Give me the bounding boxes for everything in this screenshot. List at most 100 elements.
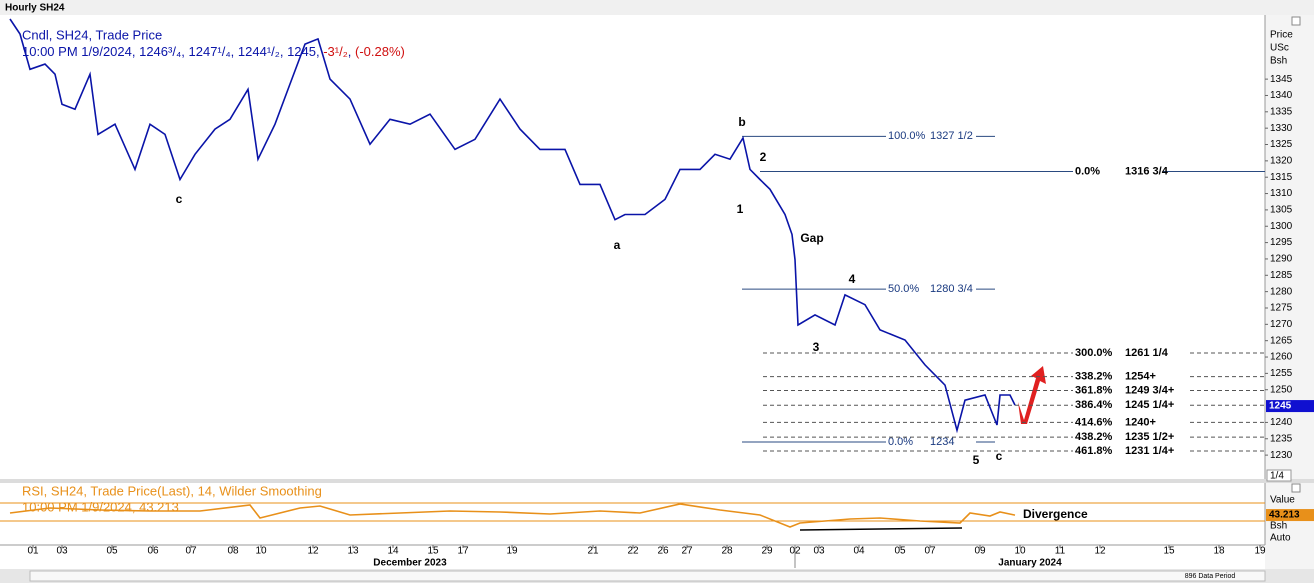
label-bg bbox=[886, 283, 976, 296]
y-tick-label: 1280 bbox=[1270, 286, 1293, 297]
forecast-arrow bbox=[1018, 366, 1046, 424]
wave-label: b bbox=[738, 115, 745, 129]
fib-label: 1234 bbox=[930, 436, 954, 448]
rsi-subtitle: 10:00 PM 1/9/2024, 43.213 bbox=[22, 499, 179, 514]
x-tick-label: 14 bbox=[387, 546, 399, 557]
label-bg bbox=[1073, 445, 1188, 458]
annotation: Divergence bbox=[1023, 507, 1088, 521]
y-tick-label: 1250 bbox=[1270, 384, 1293, 395]
fib-label: 1261 1/4 bbox=[1125, 347, 1169, 359]
wave-label: c bbox=[996, 449, 1003, 463]
y-tick-label: 1275 bbox=[1270, 303, 1293, 314]
fib-pct: 100.0% bbox=[888, 130, 926, 142]
y-tick-label: 1265 bbox=[1270, 335, 1293, 346]
wave-label: a bbox=[614, 238, 621, 252]
fib-label: 1231 1/4+ bbox=[1125, 445, 1174, 457]
wave-label: 1 bbox=[737, 202, 744, 216]
x-tick-label: 05 bbox=[894, 546, 906, 557]
fib-pct: 50.0% bbox=[888, 283, 919, 295]
y-tick-label: 1255 bbox=[1270, 368, 1293, 379]
wave-label: c bbox=[176, 192, 183, 206]
fib-label: 1327 1/2 bbox=[930, 130, 973, 142]
label-bg bbox=[886, 130, 976, 143]
page-box[interactable] bbox=[1266, 469, 1292, 482]
series-line bbox=[9, 503, 1016, 528]
x-tick-label: 01 bbox=[27, 546, 39, 557]
fib-label: 1245 1/4+ bbox=[1125, 399, 1174, 411]
axis-header: Price bbox=[1270, 30, 1293, 41]
y-tick-label: 1260 bbox=[1270, 352, 1293, 363]
axis-header: Value bbox=[1270, 495, 1295, 506]
fib-pct: 361.8% bbox=[1075, 384, 1113, 396]
last-value-label: 43.213 bbox=[1269, 510, 1300, 521]
y-tick-label: 1345 bbox=[1270, 74, 1293, 85]
fib-label: 1316 3/4 bbox=[1125, 165, 1169, 177]
label-bg bbox=[1073, 399, 1188, 412]
x-tick-label: 22 bbox=[627, 546, 639, 557]
divergence-line bbox=[799, 527, 963, 531]
x-tick-label: 10 bbox=[1014, 546, 1026, 557]
x-tick-label: 08 bbox=[227, 546, 239, 557]
legend-name: Cndl, SH24, Trade Price bbox=[22, 27, 162, 42]
x-tick-label: 28 bbox=[721, 546, 733, 557]
window-title: Hourly SH24 bbox=[5, 3, 65, 14]
fib-pct: 300.0% bbox=[1075, 347, 1113, 359]
x-tick-label: 18 bbox=[1213, 546, 1225, 557]
label-bg bbox=[1073, 416, 1188, 429]
label-bg bbox=[1073, 346, 1188, 359]
label-bg bbox=[886, 436, 976, 449]
fib-pct: 338.2% bbox=[1075, 371, 1113, 383]
x-tick-label: 07 bbox=[185, 546, 197, 557]
x-tick-label: 21 bbox=[587, 546, 599, 557]
y-tick-label: 1315 bbox=[1270, 172, 1293, 183]
x-tick-label: 29 bbox=[761, 546, 773, 557]
axis-header: Bsh bbox=[1270, 521, 1287, 532]
x-tick-label: 10 bbox=[255, 546, 267, 557]
fib-label: 1254+ bbox=[1125, 371, 1156, 383]
pane-button[interactable] bbox=[1291, 483, 1301, 493]
legend-values: 10:00 PM 1/9/2024, 1246³/₄, 1247¹/₄, 124… bbox=[22, 44, 405, 59]
legend-open: 1246³/₄ bbox=[139, 44, 181, 59]
x-tick-label: 07 bbox=[924, 546, 936, 557]
y-tick-label: 1230 bbox=[1270, 450, 1293, 461]
series-line bbox=[9, 18, 1016, 434]
month-label: January 2024 bbox=[998, 558, 1062, 569]
label-bg bbox=[1073, 431, 1188, 444]
x-tick-label: 03 bbox=[813, 546, 825, 557]
y-tick-label: 1235 bbox=[1270, 433, 1293, 444]
legend-change: -3¹/₂ bbox=[323, 44, 348, 59]
scroll-thumb[interactable] bbox=[29, 570, 1266, 582]
data-period: 896 Data Period bbox=[1185, 573, 1236, 580]
page-indicator: 1/4 bbox=[1270, 471, 1284, 482]
legend-time: 10:00 PM 1/9/2024 bbox=[22, 44, 132, 59]
fib-pct: 414.6% bbox=[1075, 416, 1113, 428]
last-price-box bbox=[1266, 400, 1314, 413]
wave-label: 4 bbox=[849, 272, 856, 286]
axis-header: USc bbox=[1270, 43, 1289, 54]
y-tick-label: 1285 bbox=[1270, 270, 1293, 281]
x-tick-label: 15 bbox=[427, 546, 439, 557]
title-bar bbox=[0, 0, 1314, 15]
y-tick-label: 1270 bbox=[1270, 319, 1293, 330]
fib-pct: 461.8% bbox=[1075, 445, 1113, 457]
y-tick-label: 1335 bbox=[1270, 106, 1293, 117]
fib-label: 1249 3/4+ bbox=[1125, 384, 1174, 396]
y-tick-label: 1325 bbox=[1270, 139, 1293, 150]
last-value-box bbox=[1266, 509, 1314, 522]
fib-pct: 0.0% bbox=[1075, 165, 1100, 177]
month-label: December 2023 bbox=[373, 558, 447, 569]
y-tick-label: 1240 bbox=[1270, 417, 1293, 428]
pane-divider bbox=[0, 479, 1314, 483]
y-tick-label: 1320 bbox=[1270, 155, 1293, 166]
x-tick-label: 15 bbox=[1163, 546, 1175, 557]
legend-change-pct: (-0.28%) bbox=[355, 44, 405, 59]
pane-button[interactable] bbox=[1291, 16, 1301, 26]
x-tick-label: 19 bbox=[506, 546, 518, 557]
label-bg bbox=[1073, 370, 1188, 383]
x-tick-label: 03 bbox=[56, 546, 68, 557]
fib-label: 1240+ bbox=[1125, 416, 1156, 428]
y-tick-label: 1290 bbox=[1270, 254, 1293, 265]
wave-label: Gap bbox=[800, 231, 823, 245]
